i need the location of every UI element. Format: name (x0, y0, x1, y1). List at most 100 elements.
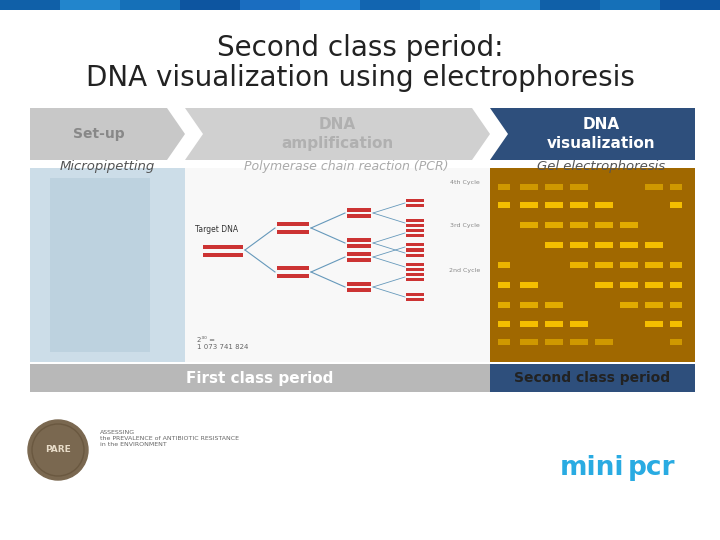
Bar (670, 339, 682, 345)
Text: DNA
visualization: DNA visualization (547, 117, 656, 151)
Bar (406, 219, 424, 222)
Bar (595, 262, 613, 268)
Bar (347, 214, 371, 218)
Bar (180, 0, 240, 10)
Bar (645, 302, 663, 308)
Bar (570, 222, 588, 228)
Bar (347, 282, 371, 286)
Text: 3rd Cycle: 3rd Cycle (450, 223, 480, 228)
Bar (620, 242, 638, 248)
Bar (347, 252, 371, 256)
Bar (595, 222, 613, 228)
Text: Set-up: Set-up (73, 127, 125, 141)
Bar (347, 288, 371, 292)
Bar (545, 302, 563, 308)
Bar (347, 208, 371, 212)
Bar (545, 222, 563, 228)
Bar (660, 0, 720, 10)
Bar (620, 302, 638, 308)
Text: First class period: First class period (186, 370, 333, 386)
Bar (420, 0, 480, 10)
Bar (277, 266, 309, 270)
Bar (570, 339, 588, 345)
Bar (498, 202, 510, 208)
Polygon shape (490, 108, 695, 160)
Bar (620, 222, 638, 228)
Bar (670, 184, 682, 190)
Text: 4th Cycle: 4th Cycle (450, 180, 480, 185)
Bar (545, 339, 563, 345)
Text: Second class period:: Second class period: (217, 34, 503, 62)
Bar (185, 168, 490, 362)
Text: DNA visualization using electrophoresis: DNA visualization using electrophoresis (86, 64, 634, 92)
Bar (406, 298, 424, 301)
Bar (406, 224, 424, 227)
Bar (30, 168, 185, 362)
Bar (570, 184, 588, 190)
Bar (490, 168, 695, 362)
Bar (490, 364, 695, 392)
Bar (277, 274, 309, 278)
Text: Second class period: Second class period (514, 371, 670, 385)
Bar (406, 243, 424, 246)
Bar (347, 238, 371, 242)
Bar (498, 339, 510, 345)
Bar (520, 339, 538, 345)
Bar (570, 321, 588, 327)
Bar (300, 0, 360, 10)
Bar (406, 249, 424, 252)
Text: 2³⁰ =
1 073 741 824: 2³⁰ = 1 073 741 824 (197, 337, 248, 350)
Bar (545, 184, 563, 190)
Bar (406, 229, 424, 232)
Polygon shape (30, 108, 185, 160)
Bar (50, 178, 150, 352)
Text: PARE: PARE (45, 446, 71, 455)
Bar (360, 0, 420, 10)
Circle shape (28, 420, 88, 480)
Bar (670, 202, 682, 208)
Bar (406, 273, 424, 276)
Bar (520, 202, 538, 208)
Bar (30, 364, 490, 392)
Bar (406, 268, 424, 271)
Bar (600, 0, 660, 10)
Bar (406, 278, 424, 281)
Bar (498, 262, 510, 268)
Bar (406, 234, 424, 237)
Bar (498, 321, 510, 327)
Bar (406, 254, 424, 257)
Polygon shape (185, 108, 490, 160)
Bar (498, 302, 510, 308)
Bar (645, 262, 663, 268)
Bar (670, 302, 682, 308)
Bar (645, 282, 663, 288)
Bar (570, 202, 588, 208)
Bar (620, 282, 638, 288)
Bar (240, 0, 300, 10)
Bar (520, 222, 538, 228)
Bar (498, 282, 510, 288)
Bar (645, 184, 663, 190)
Bar (670, 321, 682, 327)
Bar (570, 262, 588, 268)
Text: Polymerase chain reaction (PCR): Polymerase chain reaction (PCR) (244, 160, 449, 173)
Text: DNA
amplification: DNA amplification (282, 117, 394, 151)
Text: Micropipetting: Micropipetting (60, 160, 155, 173)
Bar (277, 230, 309, 234)
Text: ASSESSING
the PREVALENCE of ANTIBIOTIC RESISTANCE
in the ENVIRONMENT: ASSESSING the PREVALENCE of ANTIBIOTIC R… (100, 430, 239, 447)
Bar (620, 262, 638, 268)
Bar (520, 302, 538, 308)
Bar (595, 242, 613, 248)
Bar (406, 248, 424, 251)
Bar (406, 293, 424, 296)
Text: 2nd Cycle: 2nd Cycle (449, 268, 480, 273)
Bar (670, 282, 682, 288)
Bar (595, 202, 613, 208)
Bar (545, 242, 563, 248)
Bar (203, 245, 243, 249)
Bar (480, 0, 540, 10)
Bar (545, 321, 563, 327)
Bar (406, 263, 424, 266)
Text: Gel electrophoresis: Gel electrophoresis (537, 160, 665, 173)
Bar (520, 321, 538, 327)
